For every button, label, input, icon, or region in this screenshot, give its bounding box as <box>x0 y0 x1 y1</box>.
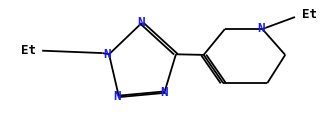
Text: N: N <box>104 48 111 61</box>
Text: N: N <box>160 86 167 99</box>
Text: N: N <box>137 16 145 29</box>
Text: N: N <box>258 22 265 35</box>
Text: N: N <box>113 90 120 103</box>
Text: Et: Et <box>21 44 36 57</box>
Text: Et: Et <box>301 8 316 21</box>
